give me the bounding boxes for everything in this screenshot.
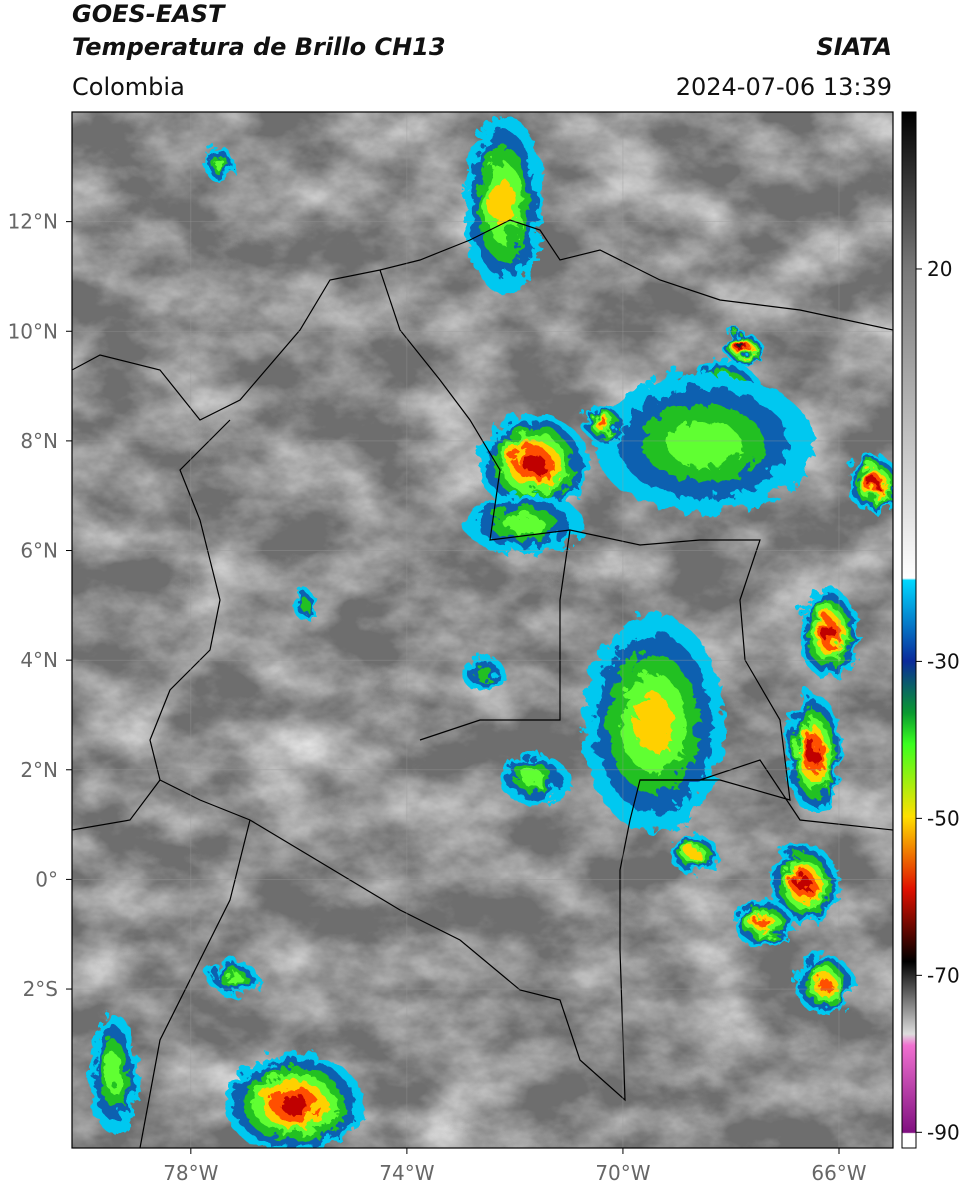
- y-tick-label: 6°N: [20, 539, 58, 563]
- map-frame: [71, 111, 894, 1149]
- y-tick-label: 12°N: [8, 210, 58, 234]
- storm-cell: [101, 1050, 119, 1090]
- satellite-image: [72, 112, 893, 1148]
- storm-cell: [221, 969, 239, 981]
- storm-cell: [819, 621, 831, 639]
- storm-cell: [210, 154, 220, 166]
- x-tick-label: 74°W: [379, 1161, 434, 1185]
- storm-cell: [753, 914, 767, 926]
- storm-cell: [736, 342, 744, 348]
- storm-cell: [804, 738, 816, 762]
- storm-cell: [663, 416, 737, 464]
- storm-cell: [471, 661, 489, 679]
- storm-cell: [276, 1090, 304, 1110]
- x-tick-label: 66°W: [811, 1161, 866, 1185]
- storm-cell: [500, 510, 540, 530]
- datetime: 2024-07-06 13:39: [676, 73, 892, 101]
- y-tick-label: 10°N: [8, 319, 58, 343]
- y-tick-label: 2°S: [23, 977, 58, 1001]
- colorbar-tick-label: 20: [927, 257, 952, 281]
- colorbar-tick-label: -90: [927, 1120, 960, 1144]
- storm-cell: [294, 593, 306, 607]
- product: Temperatura de Brillo CH13: [72, 33, 446, 61]
- storm-cell: [595, 415, 605, 425]
- y-tick-label: 2°N: [20, 758, 58, 782]
- colorbar-tick-label: -70: [927, 963, 960, 987]
- colorbar-tick-label: -30: [927, 649, 960, 673]
- x-tick-label: 78°W: [163, 1161, 218, 1185]
- storm-cell: [519, 450, 541, 470]
- storm-cell: [489, 175, 511, 225]
- borders: [72, 219, 893, 1148]
- storm-cell: [518, 766, 542, 784]
- storm-cell: [683, 844, 697, 856]
- storm-cell: [865, 474, 875, 486]
- y-tick-label: 4°N: [20, 648, 58, 672]
- source: SIATA: [816, 33, 892, 61]
- region: Colombia: [72, 73, 185, 101]
- storm-cell: [813, 973, 827, 987]
- storm-cell: [793, 872, 807, 888]
- colorbar: [901, 111, 917, 1149]
- colorbar-tick-label: -50: [927, 806, 960, 830]
- y-tick-label: 8°N: [20, 429, 58, 453]
- y-tick-label: 0°: [35, 867, 58, 891]
- satellite: GOES-EAST: [72, 0, 226, 28]
- x-tick-label: 70°W: [595, 1161, 650, 1185]
- storm-cell: [630, 690, 670, 750]
